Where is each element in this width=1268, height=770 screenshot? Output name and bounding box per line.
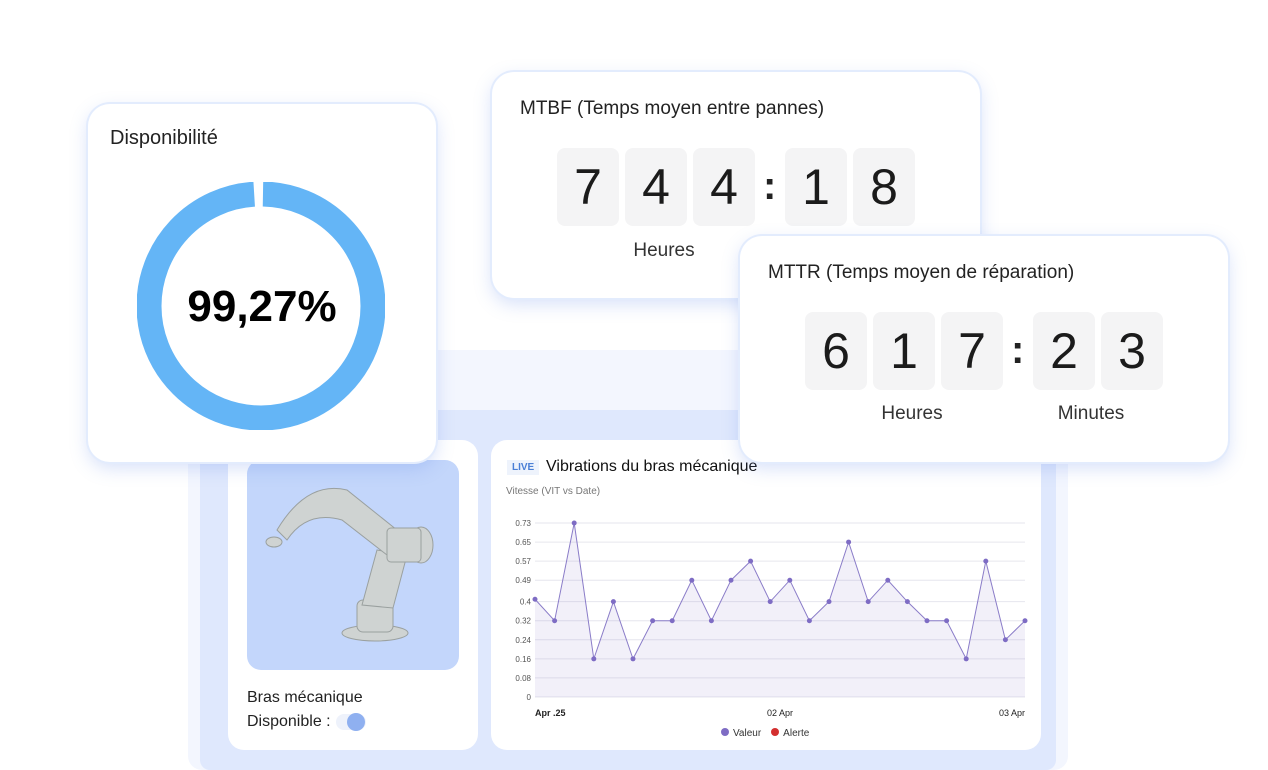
availability-card: Disponibilité 99,27%	[88, 104, 436, 462]
data-point	[571, 520, 577, 526]
robot-arm-image	[247, 460, 459, 670]
x-tick-label: 03 Apr	[999, 708, 1025, 718]
y-tick-label: 0.16	[515, 655, 531, 664]
availability-donut	[137, 182, 385, 430]
mtbf-hours-label: Heures	[633, 240, 695, 261]
mttr-digit: 6	[805, 312, 867, 390]
data-point	[591, 656, 597, 662]
live-badge: LIVE	[507, 460, 540, 475]
chart-title: Vibrations du bras mécanique	[546, 458, 758, 475]
machine-card: Bras mécanique Disponible :	[228, 440, 478, 750]
data-point	[728, 577, 734, 583]
data-point	[944, 618, 950, 624]
machine-name: Bras mécanique	[247, 689, 363, 706]
data-point	[669, 618, 675, 624]
machine-status-label: Disponible :	[247, 713, 331, 730]
y-tick-label: 0	[527, 693, 532, 702]
robot-arm-icon	[265, 487, 434, 642]
data-point	[532, 596, 538, 602]
series-line	[534, 522, 1026, 661]
data-point	[1022, 618, 1028, 624]
data-point	[767, 599, 773, 605]
data-point	[846, 539, 852, 545]
data-point	[983, 558, 989, 564]
mttr-digit: 7	[941, 312, 1003, 390]
y-tick-label: 0.4	[520, 598, 532, 607]
mttr-hours-label: Heures	[881, 403, 943, 424]
y-tick-label: 0.24	[515, 636, 531, 645]
data-point	[924, 618, 930, 624]
mttr-digit: 3	[1101, 312, 1163, 390]
mttr-card: MTTR (Temps moyen de réparation) 6 1 7 :…	[740, 236, 1228, 462]
mttr-separator: :	[1011, 328, 1025, 372]
y-tick-label: 0.08	[515, 674, 531, 683]
legend-valeur[interactable]: Valeur	[721, 728, 761, 739]
x-tick-label: 02 Apr	[767, 708, 793, 718]
availability-toggle[interactable]	[336, 713, 366, 731]
mttr-digit: 2	[1033, 312, 1095, 390]
y-tick-label: 0.73	[515, 519, 531, 528]
data-point	[650, 618, 656, 624]
mtbf-digit: 1	[785, 148, 847, 226]
data-point	[806, 618, 812, 624]
data-point	[748, 558, 754, 564]
data-point	[689, 577, 695, 583]
toggle-knob	[347, 713, 365, 731]
chart-subtitle: Vitesse (VIT vs Date)	[506, 486, 601, 497]
y-tick-label: 0.65	[515, 538, 531, 547]
legend-dot-icon	[721, 728, 729, 736]
vibration-chart: 0 0.08 0.16 0.24 0.32 0.4 0.49 0.57 0.65 0.73 Apr …	[515, 519, 1028, 718]
mtbf-digit: 7	[557, 148, 619, 226]
data-point	[1002, 637, 1008, 643]
x-tick-label: Apr .25	[535, 708, 566, 718]
mtbf-digit: 4	[625, 148, 687, 226]
mttr-minutes-label: Minutes	[1057, 403, 1125, 424]
availability-value: 99,27%	[187, 282, 337, 331]
y-tick-label: 0.32	[515, 617, 531, 626]
mtbf-card: MTBF (Temps moyen entre pannes) 7 4 4 : …	[492, 72, 980, 298]
mtbf-separator: :	[763, 164, 777, 208]
mtbf-digit: 4	[693, 148, 755, 226]
data-point	[610, 599, 616, 605]
chart-legend: Valeur Alerte	[721, 728, 809, 739]
availability-title: Disponibilité	[110, 127, 218, 149]
data-point	[963, 656, 969, 662]
data-point	[630, 656, 636, 662]
data-point	[904, 599, 910, 605]
data-point	[552, 618, 558, 624]
y-tick-label: 0.49	[515, 576, 531, 585]
data-point	[787, 577, 793, 583]
mtbf-digit: 8	[853, 148, 915, 226]
mttr-title: MTTR (Temps moyen de réparation)	[768, 262, 1075, 283]
legend-dot-icon	[771, 728, 780, 736]
mtbf-title: MTBF (Temps moyen entre pannes)	[520, 98, 825, 119]
data-point	[865, 599, 871, 605]
legend-alerte[interactable]: Alerte	[771, 728, 809, 739]
donut-arc	[137, 182, 385, 430]
data-point	[826, 599, 832, 605]
area-fill	[535, 523, 1025, 697]
y-tick-label: 0.57	[515, 557, 531, 566]
data-point	[708, 618, 714, 624]
mttr-digit: 1	[873, 312, 935, 390]
data-point	[885, 577, 891, 583]
vibration-chart-card: LIVE Vibrations du bras mécanique Vitess…	[491, 440, 1041, 750]
